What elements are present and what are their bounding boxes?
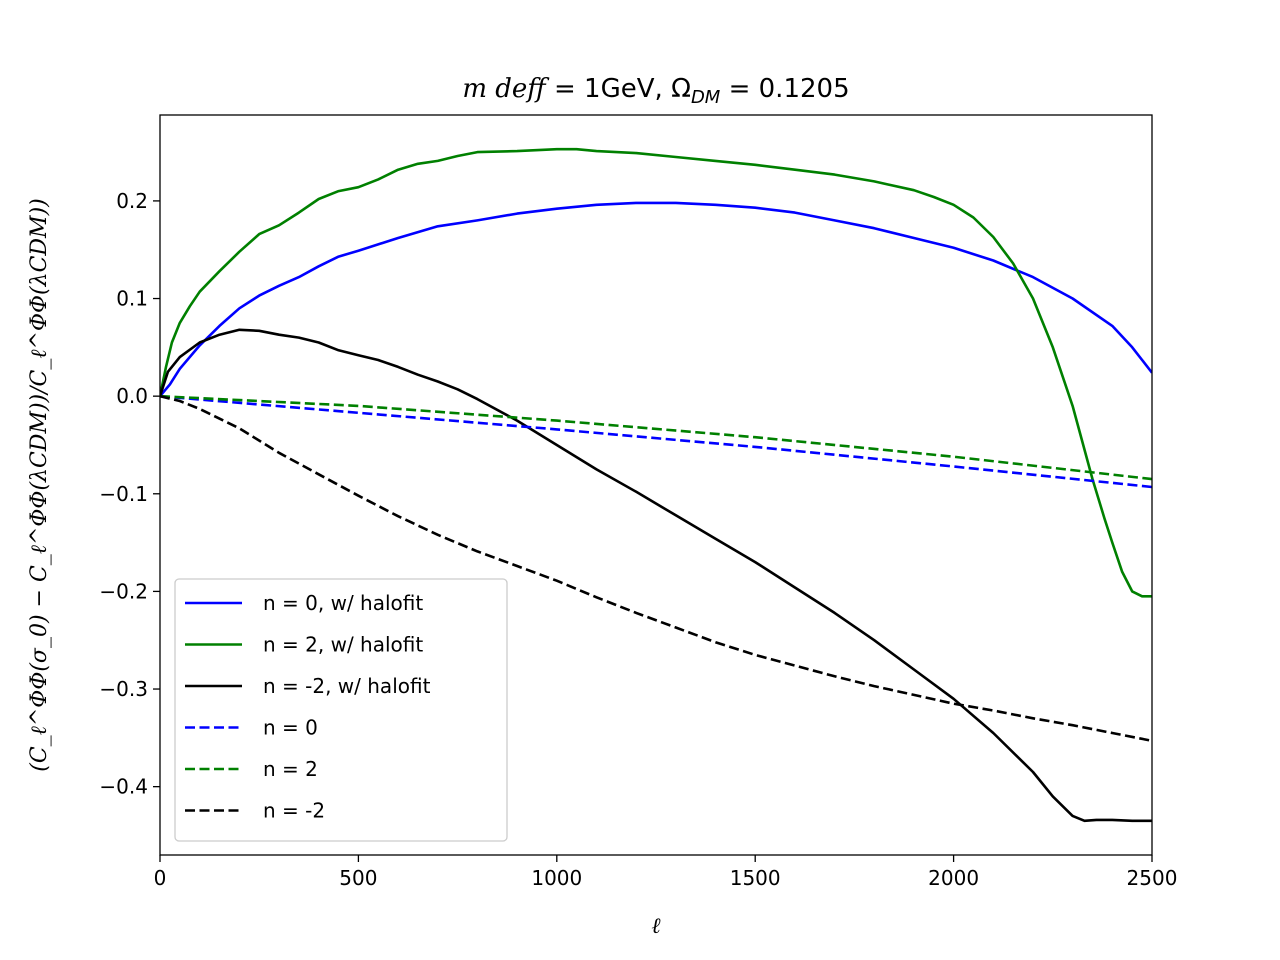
series-line-n-0-w-halofit: [160, 201, 1152, 398]
series-line-n-2-w-halofit: [160, 147, 1152, 598]
legend-label: n = 2: [263, 757, 318, 781]
series-line-n-2-w-halofit: [160, 328, 1152, 823]
series-group: [160, 147, 1152, 823]
legend-label: n = 0, w/ halofit: [263, 591, 423, 615]
series-line-n-2: [160, 394, 1152, 481]
x-tick-label: 1500: [730, 866, 781, 890]
y-axis-label: (C_ℓ^ΦΦ(σ_0) − C_ℓ^ΦΦ(λCDM))/C_ℓ^ΦΦ(λCDM…: [27, 198, 52, 771]
legend-label: n = -2, w/ halofit: [263, 674, 431, 698]
y-tick-label: −0.2: [99, 579, 148, 603]
legend-label: n = 0: [263, 716, 318, 740]
y-tick-label: −0.3: [99, 677, 148, 701]
x-axis-label: ℓ: [651, 914, 661, 939]
y-tick-label: −0.4: [99, 775, 148, 799]
x-tick-label: 500: [339, 866, 377, 890]
y-tick-label: 0.1: [116, 287, 148, 311]
legend-box: [174, 578, 508, 842]
x-axis: 0 500 1000 1500 2000 2500: [154, 855, 1178, 890]
series-line-n-2: [160, 394, 1152, 743]
legend-label: n = 2, w/ halofit: [263, 633, 423, 657]
legend-label: n = -2: [263, 799, 325, 823]
chart-title: m deff = 1GeV, ΩDM = 0.1205: [462, 74, 849, 108]
x-tick-label: 2500: [1127, 866, 1178, 890]
y-tick-label: −0.1: [99, 482, 148, 506]
x-tick-label: 0: [154, 866, 167, 890]
x-tick-label: 2000: [928, 866, 979, 890]
y-axis: −0.4 −0.3 −0.2 −0.1 0.0 0.1 0.2: [99, 189, 160, 799]
y-tick-label: 0.0: [116, 384, 148, 408]
x-tick-label: 1000: [531, 866, 582, 890]
plot-frame: [159, 114, 1153, 856]
series-line-n-0: [160, 394, 1152, 489]
legend: n = 0, w/ halofit n = 2, w/ halofit n = -2…: [174, 578, 508, 842]
y-tick-label: 0.2: [116, 189, 148, 213]
